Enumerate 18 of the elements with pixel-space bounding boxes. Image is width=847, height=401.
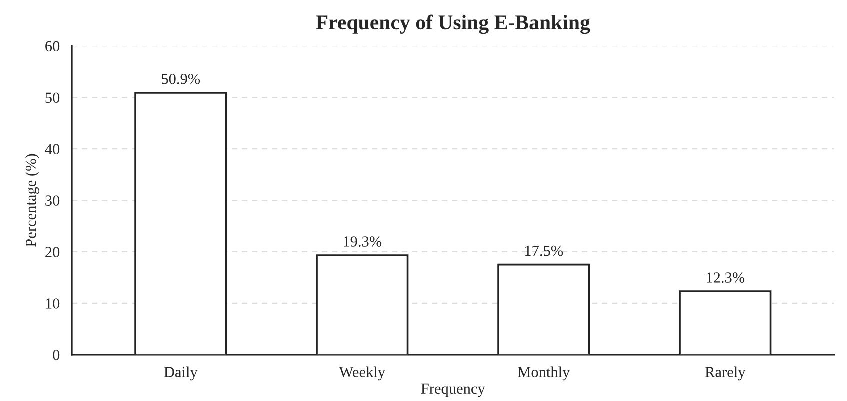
x-tick-label: Monthly <box>518 366 570 381</box>
y-tick-label: 20 <box>46 247 60 258</box>
x-tick-label: Rarely <box>705 366 746 381</box>
y-axis-title: Percentage (%) <box>25 154 40 247</box>
y-tick-label: 0 <box>53 350 60 360</box>
y-tick-label: 10 <box>46 298 60 309</box>
x-axis-title: Frequency <box>421 384 486 398</box>
chart-title: Frequency of Using E-Banking <box>316 14 590 34</box>
x-tick-label: Weekly <box>339 366 386 381</box>
y-tick-label: 30 <box>46 196 60 206</box>
data-label: 19.3% <box>344 236 382 247</box>
y-tick-label: 50 <box>46 92 60 104</box>
data-label: 17.5% <box>526 246 564 256</box>
data-label: 12.3% <box>707 272 745 283</box>
y-tick-label: 60 <box>46 41 60 52</box>
data-label: 50.9% <box>162 74 200 84</box>
x-tick-label: Daily <box>164 366 198 381</box>
y-tick-label: 40 <box>45 144 60 154</box>
